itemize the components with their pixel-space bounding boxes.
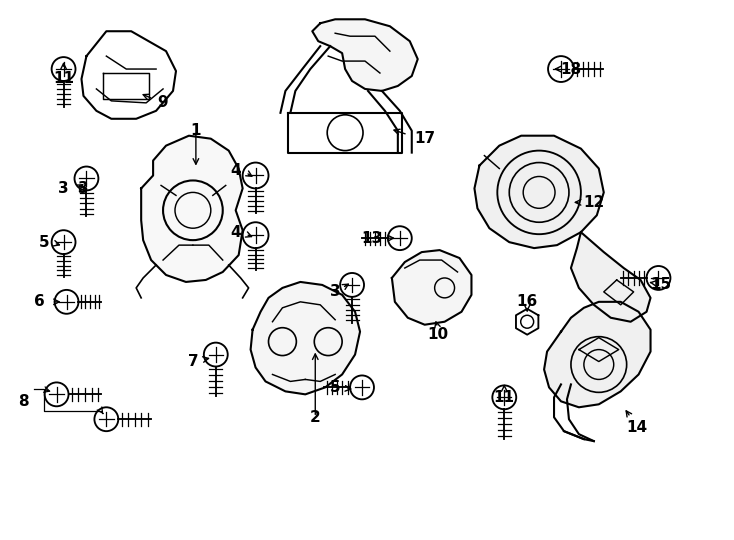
Text: 11: 11 [494, 390, 515, 405]
Polygon shape [141, 136, 243, 282]
Text: 6: 6 [34, 294, 45, 309]
Text: 8: 8 [18, 394, 29, 409]
Text: 18: 18 [560, 62, 581, 77]
Text: 3: 3 [58, 181, 69, 196]
Text: 3: 3 [78, 181, 89, 196]
Text: 9: 9 [158, 96, 168, 110]
Polygon shape [474, 136, 604, 248]
Polygon shape [571, 232, 650, 322]
Text: 15: 15 [650, 278, 671, 293]
Text: 16: 16 [517, 294, 538, 309]
Text: 14: 14 [626, 420, 647, 435]
Text: 1: 1 [191, 123, 201, 138]
Polygon shape [250, 282, 360, 394]
Text: 17: 17 [414, 131, 435, 146]
Text: 4: 4 [230, 225, 241, 240]
Text: 7: 7 [188, 354, 198, 369]
Polygon shape [312, 19, 418, 91]
Text: 4: 4 [230, 163, 241, 178]
Text: 10: 10 [427, 327, 448, 342]
Text: 11: 11 [53, 71, 74, 86]
Text: 13: 13 [361, 231, 382, 246]
Text: 12: 12 [584, 195, 605, 210]
Text: 5: 5 [38, 235, 49, 249]
Text: 5: 5 [330, 380, 341, 395]
Polygon shape [544, 302, 650, 407]
Text: 2: 2 [310, 410, 321, 425]
Polygon shape [392, 250, 471, 325]
Text: 3: 3 [330, 285, 341, 299]
